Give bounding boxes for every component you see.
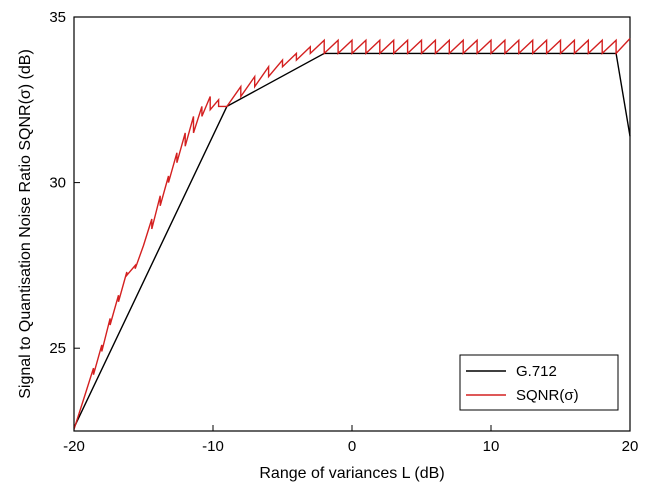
x-tick-label: 10 — [483, 438, 500, 455]
legend-label-sqnr: SQNR(σ) — [516, 387, 579, 404]
x-tick-label: -10 — [202, 438, 224, 455]
plot-area: -20 -10 0 10 20 25 30 35 — [49, 9, 638, 455]
legend-box — [459, 354, 619, 411]
x-tick-label: -20 — [63, 438, 85, 455]
ticks-layer: -20 -10 0 10 20 25 30 35 — [49, 9, 638, 455]
y-tick-label: 35 — [49, 9, 66, 26]
y-tick-label: 30 — [49, 175, 66, 192]
series-layer — [73, 38, 631, 430]
legend-label-g712: G.712 — [516, 363, 557, 380]
x-tick-label: 0 — [348, 438, 356, 455]
x-axis-title: Range of variances L (dB) — [259, 465, 444, 482]
x-tick-label: 20 — [622, 438, 639, 455]
series-line-sqnr — [73, 38, 631, 430]
legend: G.712 SQNR(σ) — [459, 354, 619, 411]
y-axis-title: Signal to Quantisation Noise Ratio SQNR(… — [17, 49, 34, 399]
y-tick-label: 25 — [49, 340, 66, 357]
